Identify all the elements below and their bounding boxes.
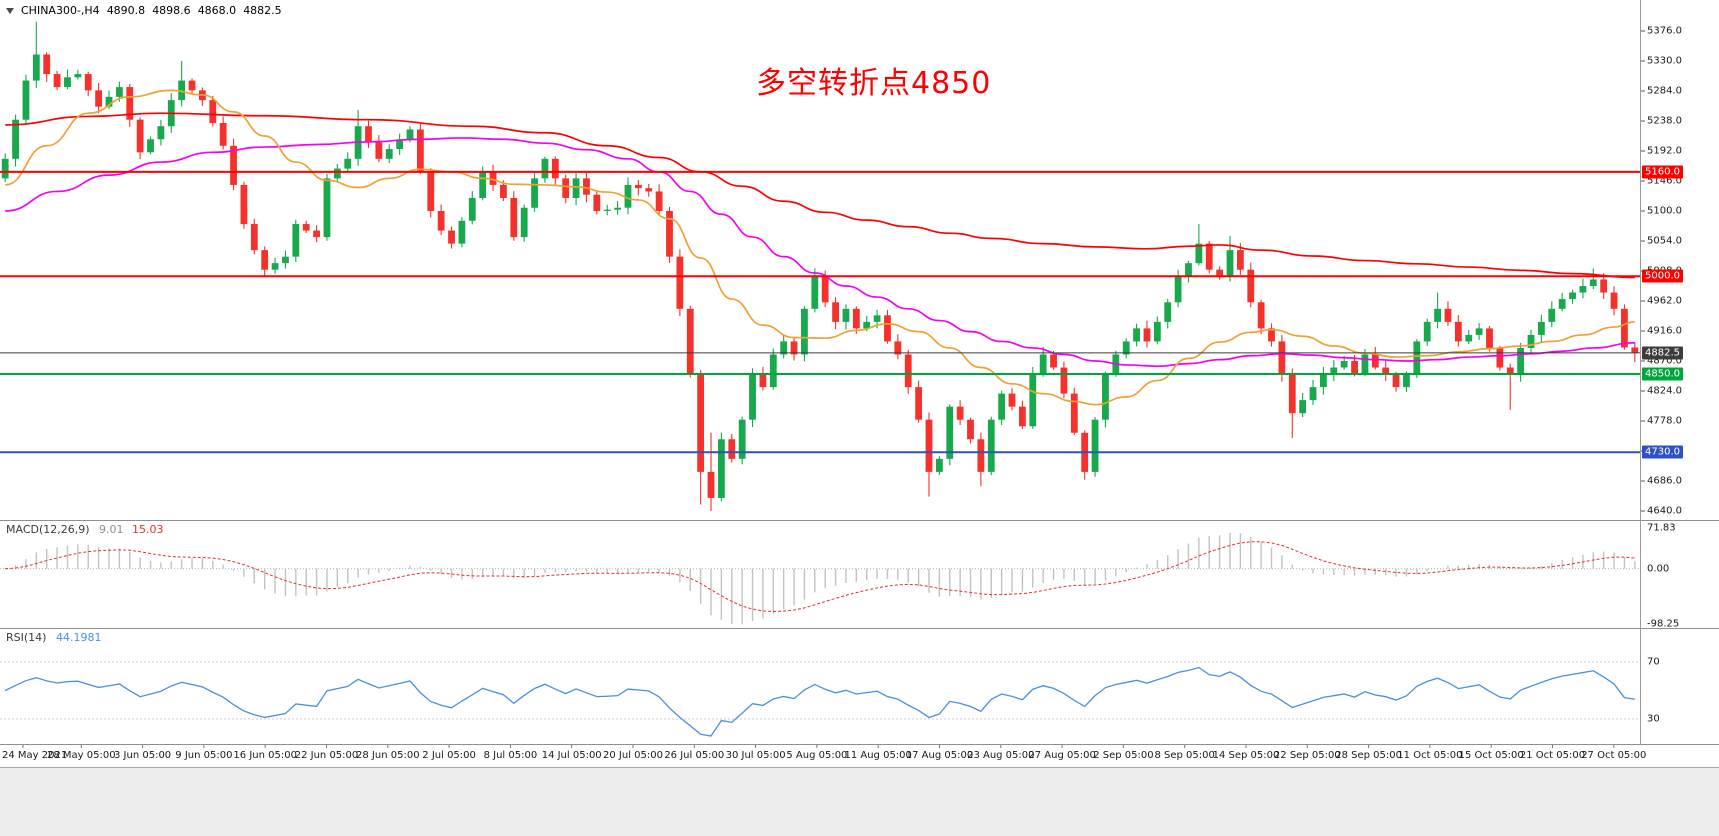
time-axis-label: 8 Sep 05:00: [1154, 750, 1215, 761]
chart-symbol-icon: [6, 7, 14, 14]
price-axis-label: 4778.0: [1647, 415, 1682, 427]
time-axis-label: 2 Jul 05:00: [422, 750, 476, 761]
price-axis-label: 4962.0: [1647, 295, 1682, 307]
chart-annotation-text: 多空转折点4850: [756, 66, 992, 101]
price-axis-label: 5284.0: [1647, 85, 1682, 97]
time-axis[interactable]: 24 May 2021 28 May 05:00 3 Jun 05:00 9 Jun …: [0, 744, 1719, 767]
time-axis-label: 21 Oct 05:00: [1519, 750, 1586, 761]
time-axis-label: 5 Aug 05:00: [786, 750, 848, 761]
macd-indicator-label: MACD(12,26,9) 9.01 15.03: [6, 523, 164, 536]
rsi-axis-label: 70: [1647, 656, 1660, 668]
price-axis-label: 4824.0: [1647, 385, 1682, 397]
price-level-tag: 4850.0: [1642, 367, 1683, 381]
macd-main-value: 9.01: [99, 523, 124, 536]
rsi-indicator-label: RSI(14) 44.1981: [6, 631, 101, 644]
price-axis-label: 5146.0: [1647, 175, 1682, 187]
ohlc-open-value: 4890.8: [106, 4, 146, 17]
time-axis-label: 17 Aug 05:00: [905, 750, 974, 761]
time-axis-label: 14 Jul 05:00: [541, 750, 602, 761]
time-axis-label: 11 Oct 05:00: [1397, 750, 1463, 761]
time-axis-label: 27 Oct 05:00: [1581, 750, 1647, 761]
price-scale-separator: [1640, 0, 1641, 744]
time-axis-label: 16 Jun 05:00: [233, 750, 297, 761]
time-axis-label: 15 Oct 05:00: [1458, 750, 1524, 761]
rsi-label-name: RSI(14): [6, 631, 47, 644]
time-axis-label: 8 Jul 05:00: [483, 750, 538, 761]
panel-divider[interactable]: [0, 628, 1719, 629]
price-axis-label: 5192.0: [1647, 145, 1682, 157]
ohlc-high-value: 4898.6: [152, 4, 191, 17]
time-axis-label: 30 Jul 05:00: [725, 750, 786, 761]
time-axis-label: 9 Jun 05:00: [175, 750, 233, 761]
time-axis-label: 28 May 05:00: [47, 750, 116, 761]
price-axis-label: 4870.0: [1647, 355, 1682, 367]
price-axis-label: 5330.0: [1647, 55, 1682, 67]
macd-axis-label: -98.25: [1647, 618, 1680, 630]
price-axis-label: 4686.0: [1647, 475, 1682, 487]
macd-label-name: MACD(12,26,9): [6, 523, 90, 536]
time-axis-label: 20 Jul 05:00: [603, 750, 663, 761]
time-axis-label: 14 Sep 05:00: [1212, 750, 1280, 761]
price-level-tag: 4730.0: [1642, 445, 1683, 459]
ohlc-close-value: 4882.5: [243, 4, 282, 17]
price-axis-label: 5100.0: [1647, 205, 1682, 217]
time-axis-label: 28 Jun 05:00: [356, 750, 420, 761]
macd-axis-label: 0.00: [1647, 563, 1670, 575]
time-axis-label: 11 Aug 05:00: [844, 750, 912, 761]
time-axis-label: 2 Sep 05:00: [1093, 750, 1154, 761]
axis-divider: [0, 744, 1719, 745]
chart-ohlc-header: CHINA300-,H4 4890.8 4898.6 4868.0 4882.5: [6, 4, 282, 17]
price-level-tag: 4882.5: [1642, 346, 1683, 360]
price-axis-label: 4640.0: [1647, 505, 1682, 517]
price-axis[interactable]: 5160.0 5000.0 4882.5 4850.0 4730.0 5376.0 5330…: [1640, 0, 1719, 767]
price-axis-label: 5238.0: [1647, 115, 1682, 127]
time-axis-label: 22 Jun 05:00: [294, 750, 359, 761]
ohlc-low-value: 4868.0: [197, 4, 237, 17]
footer-area: [0, 767, 1719, 836]
time-axis-label: 23 Aug 05:00: [967, 750, 1035, 761]
time-axis-label: 28 Sep 05:00: [1335, 750, 1402, 761]
price-axis-label: 4916.0: [1647, 325, 1682, 337]
price-level-tag: 5000.0: [1642, 269, 1683, 283]
macd-axis-label: 71.83: [1647, 522, 1676, 534]
time-axis-label: 24 May 2021: [2, 750, 68, 761]
time-axis-label: 22 Sep 05:00: [1273, 750, 1341, 761]
time-axis-label: 3 Jun 05:00: [114, 750, 172, 761]
price-axis-label: 5376.0: [1647, 25, 1682, 37]
price-level-tag: 5160.0: [1642, 165, 1683, 179]
symbol-period-label: CHINA300-,H4: [21, 4, 100, 17]
time-axis-label: 27 Aug 05:00: [1028, 750, 1096, 761]
macd-signal-value: 15.03: [132, 523, 164, 536]
rsi-value: 44.1981: [55, 631, 102, 644]
panel-divider[interactable]: [0, 520, 1719, 521]
price-axis-label: 5054.0: [1647, 235, 1682, 247]
price-chart-canvas[interactable]: [0, 0, 1719, 767]
time-axis-label: 26 Jul 05:00: [664, 750, 725, 761]
rsi-axis-label: 30: [1647, 713, 1660, 725]
